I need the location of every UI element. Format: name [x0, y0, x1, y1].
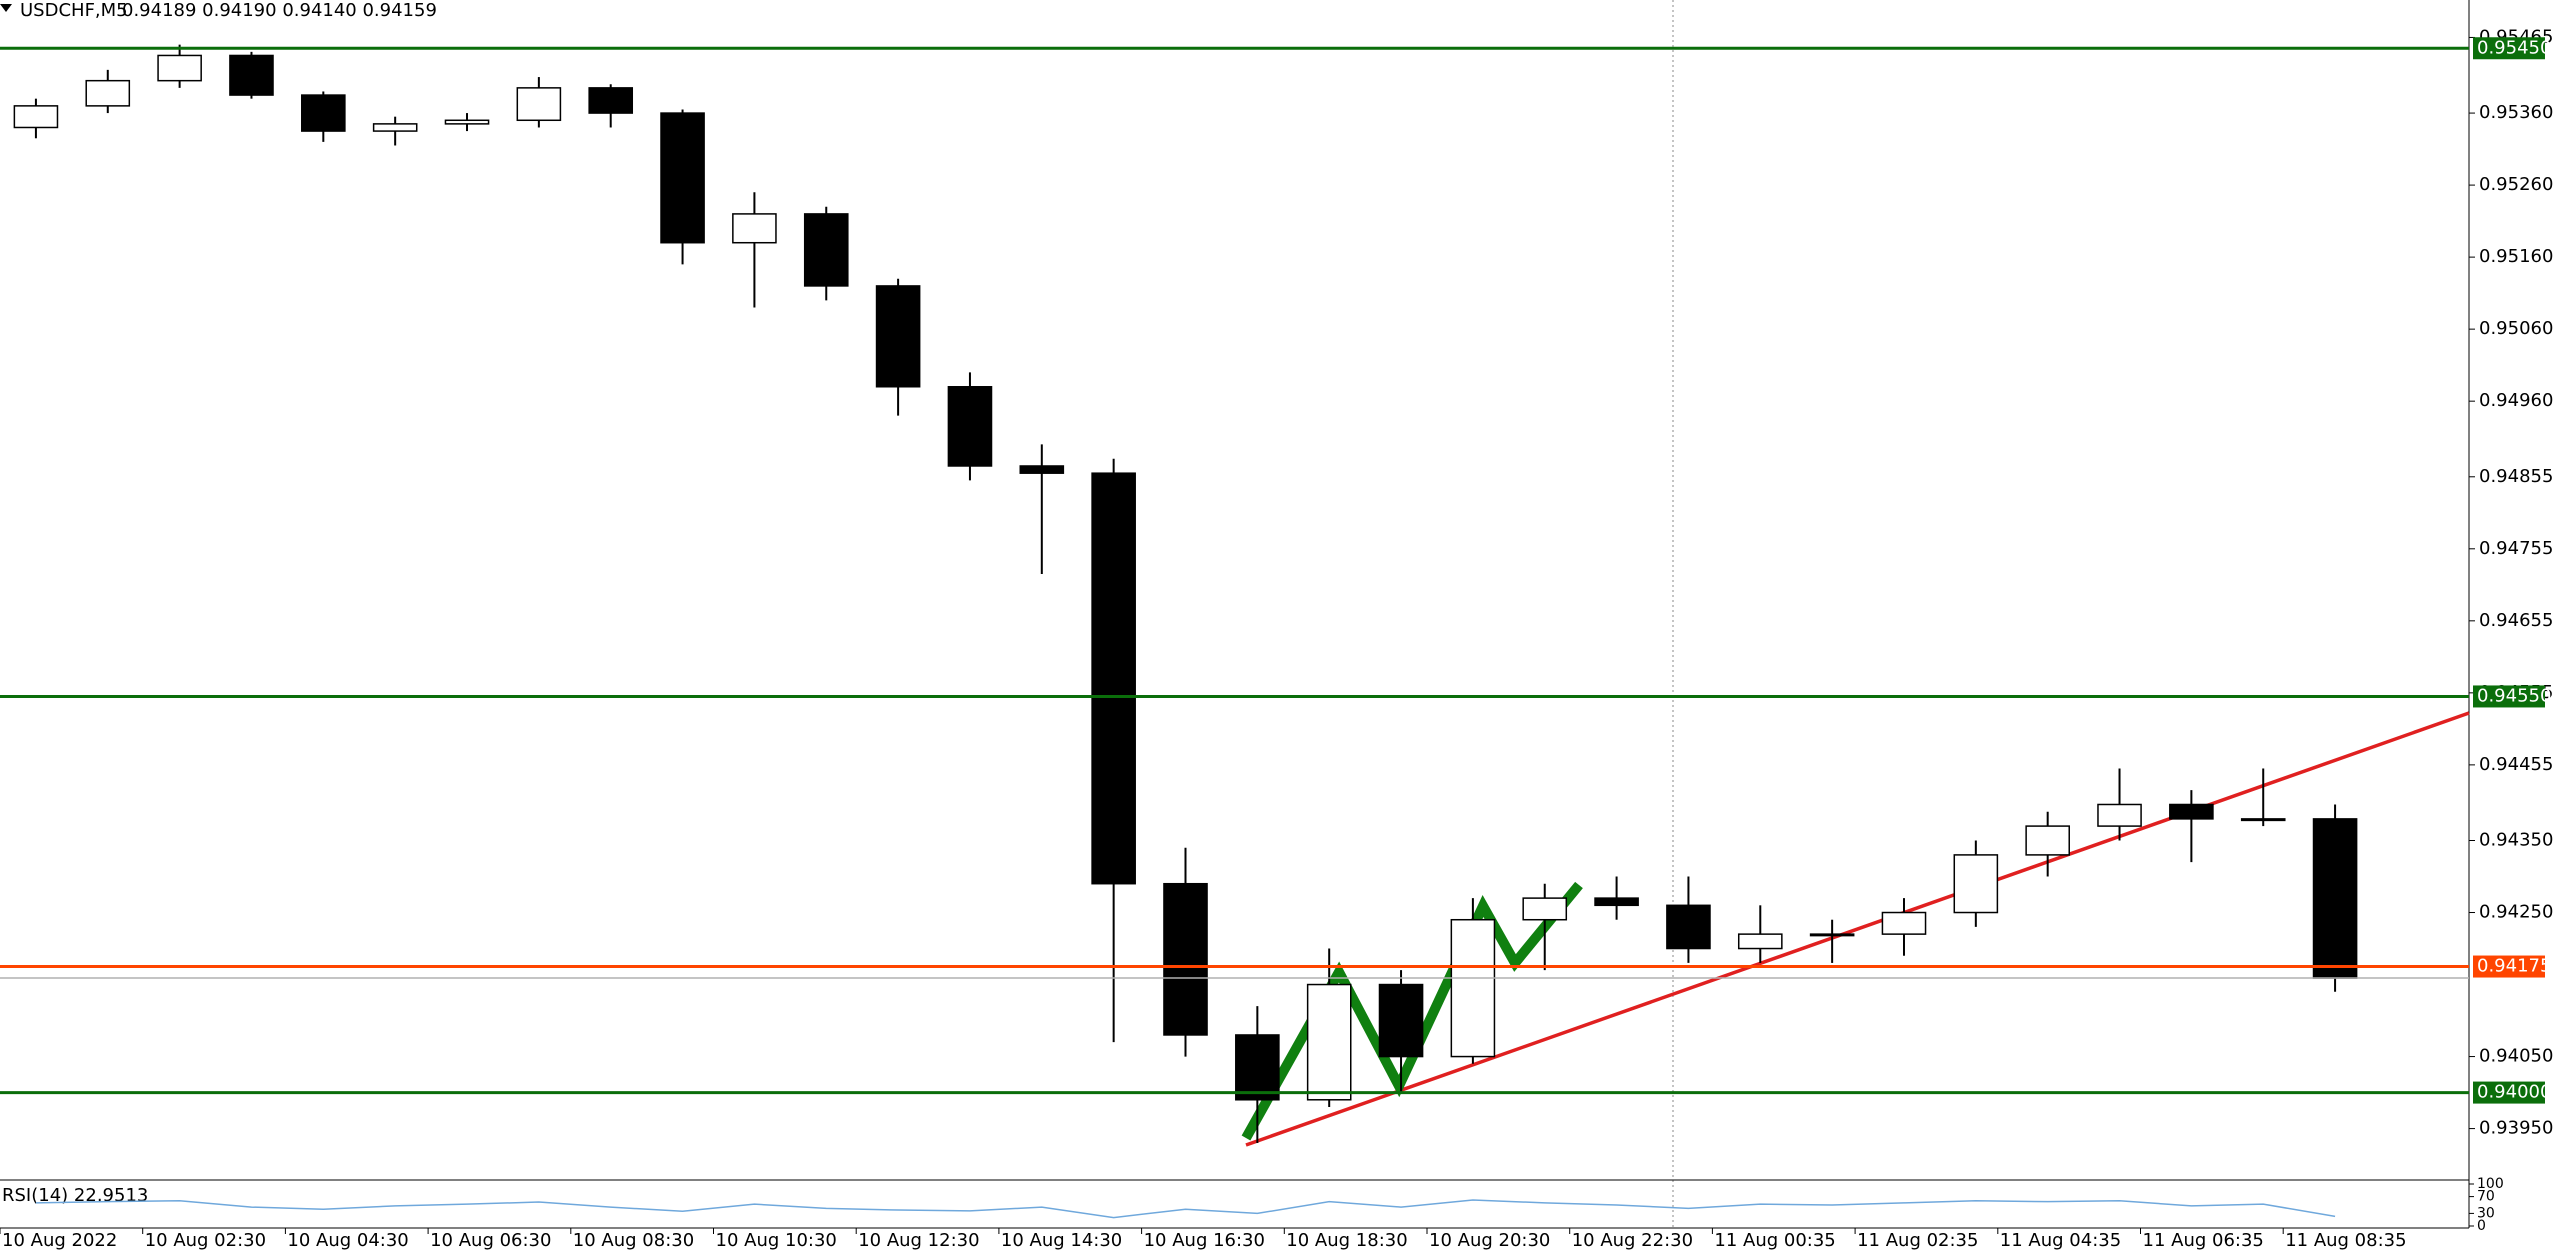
candle-body: [301, 94, 346, 132]
rsi-tick-label: 70: [2477, 1189, 2495, 1205]
quote: 0.94189 0.94190 0.94140 0.94159: [122, 0, 437, 21]
x-tick-label: 10 Aug 18:30: [1286, 1230, 1407, 1251]
x-tick-label: 10 Aug 2022: [2, 1230, 117, 1251]
candle-body: [1019, 465, 1065, 474]
candle-body: [803, 213, 849, 287]
y-tick-label: 0.95060: [2479, 318, 2553, 339]
candle-body: [372, 123, 418, 132]
x-tick-label: 10 Aug 04:30: [287, 1230, 408, 1251]
x-tick-label: 10 Aug 08:30: [573, 1230, 694, 1251]
candle-body: [1235, 1034, 1280, 1101]
level-label: 0.94000: [2477, 1082, 2551, 1103]
y-tick-label: 0.94350: [2479, 829, 2553, 850]
x-tick-label: 10 Aug 06:30: [430, 1230, 551, 1251]
level-label: 0.94175: [2477, 956, 2551, 977]
x-tick-label: 10 Aug 12:30: [858, 1230, 979, 1251]
candle-body: [1163, 882, 1208, 1036]
candle-body: [1737, 933, 1783, 950]
symbol: USDCHF,M5: [20, 0, 128, 21]
candle-body: [947, 386, 993, 467]
rsi-line: [35, 1199, 2336, 1219]
candle-body: [732, 213, 777, 244]
candle-body: [588, 87, 634, 114]
candle-body: [1881, 911, 1927, 935]
candle-body: [1091, 472, 1136, 885]
x-tick-label: 10 Aug 20:30: [1429, 1230, 1550, 1251]
x-tick-label: 10 Aug 14:30: [1001, 1230, 1122, 1251]
y-tick-label: 0.94855: [2479, 466, 2553, 487]
y-tick-label: 0.94755: [2479, 538, 2553, 559]
candle-body: [660, 112, 705, 244]
x-tick-label: 11 Aug 08:35: [2285, 1230, 2406, 1251]
trendline: [1245, 711, 2470, 1147]
x-tick-label: 11 Aug 00:35: [1714, 1230, 1835, 1251]
candle-body: [444, 119, 490, 125]
level-tag: [2473, 955, 2545, 978]
x-tick-label: 10 Aug 02:30: [145, 1230, 266, 1251]
menu-triangle: [0, 4, 12, 12]
candle-body: [1594, 897, 1639, 907]
x-tick-label: 11 Aug 04:35: [2000, 1230, 2121, 1251]
y-tick-label: 0.95260: [2479, 174, 2553, 195]
candle-body: [2025, 825, 2070, 856]
candle-body: [2240, 818, 2286, 822]
candle-body: [229, 54, 274, 96]
x-tick-label: 11 Aug 06:35: [2143, 1230, 2264, 1251]
candle-body: [1666, 904, 1711, 950]
y-tick-label: 0.94050: [2479, 1046, 2553, 1067]
x-tick-label: 10 Aug 10:30: [716, 1230, 837, 1251]
y-tick-label: 0.94250: [2479, 902, 2553, 923]
y-tick-label: 0.94960: [2479, 390, 2553, 411]
level-label: 0.94550: [2477, 685, 2551, 706]
level-tag: [2473, 1081, 2545, 1104]
candle-body: [2169, 803, 2214, 820]
level-tag: [2473, 37, 2545, 60]
y-tick-label: 0.95360: [2479, 102, 2553, 123]
candle-body: [13, 105, 59, 129]
level-tag: [2473, 685, 2545, 708]
x-tick-label: 10 Aug 16:30: [1144, 1230, 1265, 1251]
y-tick-label: 0.94455: [2479, 754, 2553, 775]
candle-body: [1306, 983, 1352, 1101]
candle-body: [2097, 803, 2142, 827]
rsi-tick-label: 100: [2477, 1176, 2504, 1192]
x-tick-label: 11 Aug 02:35: [1857, 1230, 1978, 1251]
candle-body: [516, 87, 562, 122]
candle-body: [1522, 897, 1568, 921]
y-tick-label: 0.95160: [2479, 246, 2553, 267]
candle-body: [85, 79, 131, 107]
y-tick-label: 0.94655: [2479, 610, 2553, 631]
candle-body: [1450, 918, 1496, 1058]
candle-body: [157, 54, 202, 82]
y-tick-label: 0.93950: [2479, 1118, 2553, 1139]
rsi-label: RSI(14) 22.9513: [2, 1185, 148, 1206]
level-label: 0.95450: [2477, 37, 2551, 58]
rsi-tick-label: 30: [2477, 1205, 2495, 1221]
candle-body: [1953, 854, 1999, 914]
candle-body: [1809, 933, 1855, 937]
rsi-tick-label: 0: [2477, 1218, 2486, 1234]
x-tick-label: 10 Aug 22:30: [1572, 1230, 1693, 1251]
candle-body: [1378, 983, 1424, 1058]
candle-body: [2312, 818, 2358, 979]
candle-body: [875, 285, 921, 388]
